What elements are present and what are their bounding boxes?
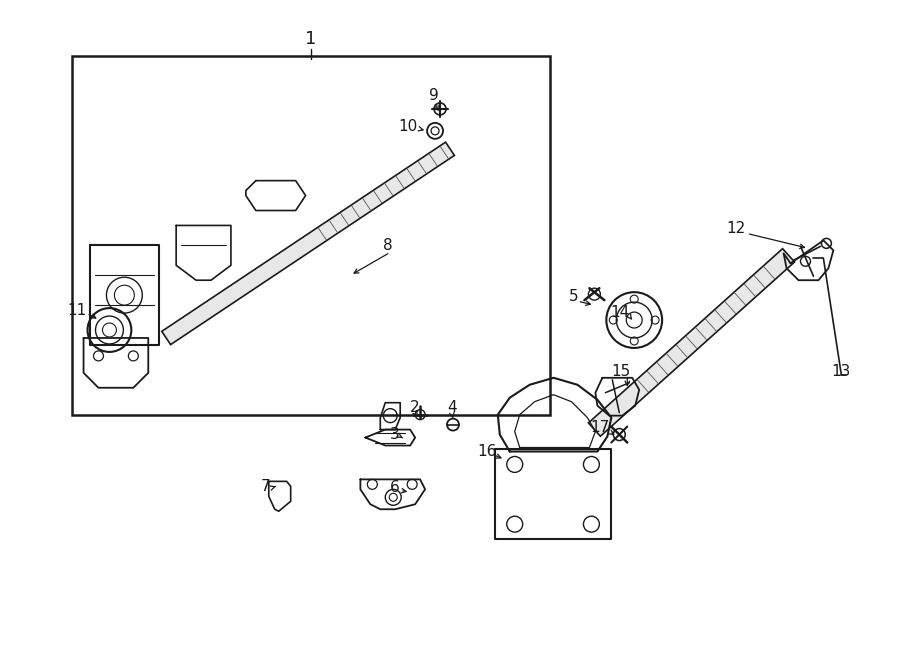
Text: 2: 2: [410, 400, 420, 415]
Text: 7: 7: [261, 479, 271, 494]
Text: 1: 1: [305, 30, 316, 48]
Text: 8: 8: [383, 238, 393, 253]
Text: 16: 16: [477, 444, 497, 459]
Text: 13: 13: [832, 364, 851, 379]
Text: 4: 4: [447, 400, 457, 415]
Text: 5: 5: [569, 289, 579, 303]
Text: 12: 12: [726, 221, 745, 236]
Polygon shape: [162, 142, 454, 344]
Text: 15: 15: [612, 364, 631, 379]
Text: 10: 10: [399, 120, 418, 134]
Text: 3: 3: [390, 427, 399, 442]
Text: 9: 9: [429, 89, 439, 104]
Text: 17: 17: [590, 420, 610, 435]
Text: 11: 11: [67, 303, 86, 317]
Text: 14: 14: [611, 305, 630, 319]
Polygon shape: [589, 249, 795, 436]
Bar: [72, 56, 550, 414]
Text: 6: 6: [391, 480, 401, 495]
